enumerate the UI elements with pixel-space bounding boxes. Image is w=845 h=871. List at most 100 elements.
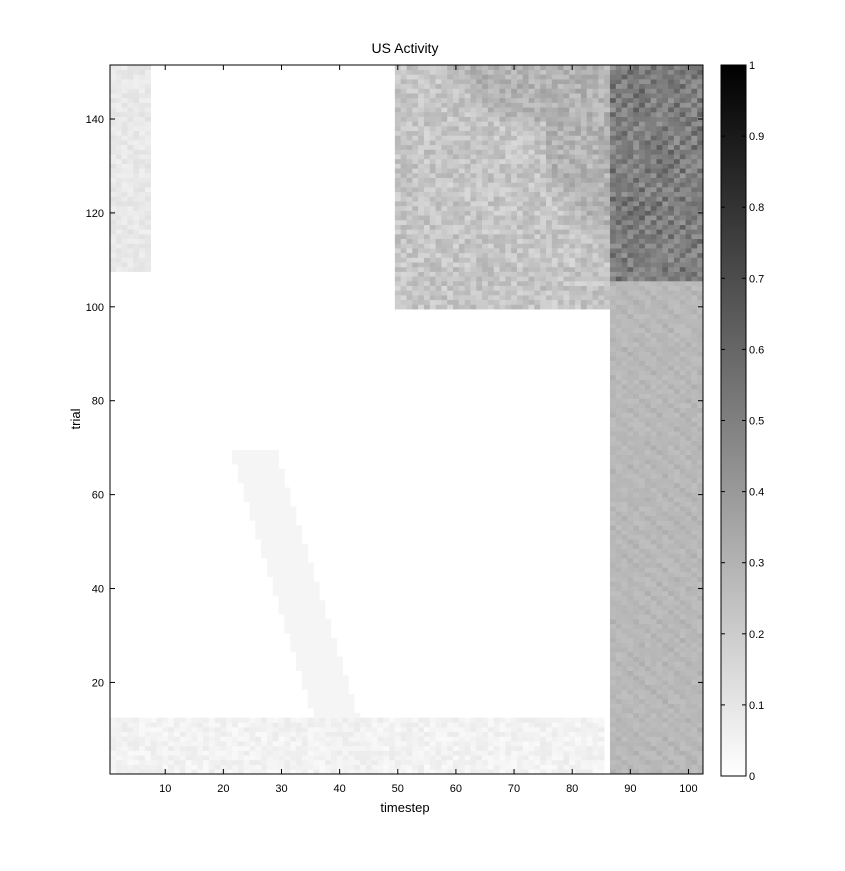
heatmap-cell bbox=[627, 501, 634, 507]
heatmap-cell bbox=[482, 764, 489, 770]
heatmap-cell bbox=[296, 666, 303, 672]
heatmap-cell bbox=[528, 144, 535, 150]
heatmap-cell bbox=[447, 759, 454, 765]
heatmap-cell bbox=[441, 140, 448, 146]
heatmap-cell bbox=[615, 543, 622, 549]
heatmap-cell bbox=[604, 191, 611, 197]
heatmap-cell bbox=[621, 590, 628, 596]
heatmap-cell bbox=[511, 764, 518, 770]
heatmap-cell bbox=[493, 290, 500, 296]
heatmap-cell bbox=[290, 722, 297, 728]
heatmap-cell bbox=[499, 295, 506, 301]
heatmap-cell bbox=[516, 187, 524, 193]
heatmap-cell bbox=[650, 459, 657, 465]
heatmap-cell bbox=[179, 727, 186, 733]
heatmap-cell bbox=[557, 140, 564, 146]
heatmap-cell bbox=[144, 201, 151, 207]
heatmap-cell bbox=[609, 727, 617, 733]
heatmap-cell bbox=[400, 210, 407, 216]
heatmap-cell bbox=[609, 651, 617, 657]
heatmap-cell bbox=[586, 243, 593, 249]
heatmap-cell bbox=[580, 191, 588, 197]
heatmap-cell bbox=[516, 201, 524, 207]
heatmap-cell bbox=[127, 163, 134, 169]
heatmap-cell bbox=[243, 750, 250, 756]
heatmap-cell bbox=[435, 299, 442, 305]
heatmap-cell bbox=[406, 285, 413, 291]
heatmap-cell bbox=[261, 482, 268, 488]
heatmap-cell bbox=[191, 764, 198, 770]
heatmap-cell bbox=[272, 750, 279, 756]
heatmap-cell bbox=[319, 614, 326, 620]
heatmap-cell bbox=[621, 111, 628, 117]
heatmap-cell bbox=[226, 722, 233, 728]
heatmap-cell bbox=[115, 224, 122, 230]
heatmap-cell bbox=[609, 262, 617, 268]
heatmap-cell bbox=[639, 656, 646, 662]
heatmap-cell bbox=[534, 177, 541, 183]
heatmap-cell bbox=[609, 595, 617, 601]
heatmap-cell bbox=[319, 604, 326, 610]
heatmap-cell bbox=[453, 182, 460, 188]
heatmap-cell bbox=[656, 403, 663, 409]
heatmap-cell bbox=[476, 135, 483, 141]
heatmap-cell bbox=[598, 191, 605, 197]
heatmap-cell bbox=[639, 703, 646, 709]
heatmap-cell bbox=[516, 205, 524, 211]
heatmap-cell bbox=[551, 107, 558, 113]
heatmap-cell bbox=[272, 590, 279, 596]
heatmap-cell bbox=[621, 647, 628, 653]
heatmap-cell bbox=[592, 172, 599, 178]
heatmap-cell bbox=[644, 562, 651, 568]
heatmap-cell bbox=[627, 196, 634, 202]
heatmap-cell bbox=[330, 755, 338, 761]
heatmap-cell bbox=[650, 426, 657, 432]
heatmap-cell bbox=[493, 191, 500, 197]
heatmap-cell bbox=[493, 158, 500, 164]
heatmap-cell bbox=[133, 149, 140, 155]
heatmap-cell bbox=[441, 736, 448, 742]
heatmap-cell bbox=[522, 154, 529, 160]
heatmap-cell bbox=[237, 450, 245, 456]
heatmap-cell bbox=[272, 755, 279, 761]
heatmap-cell bbox=[615, 93, 622, 99]
heatmap-cell bbox=[639, 107, 646, 113]
heatmap-cell bbox=[127, 140, 134, 146]
heatmap-cell bbox=[458, 158, 465, 164]
heatmap-cell bbox=[528, 224, 535, 230]
heatmap-cell bbox=[505, 234, 512, 240]
heatmap-cell bbox=[609, 187, 617, 193]
heatmap-cell bbox=[144, 187, 151, 193]
heatmap-cell bbox=[412, 154, 419, 160]
heatmap-cell bbox=[615, 703, 622, 709]
heatmap-cell bbox=[644, 219, 651, 225]
heatmap-cell bbox=[272, 736, 279, 742]
heatmap-cell bbox=[476, 196, 483, 202]
heatmap-cell bbox=[418, 727, 425, 733]
heatmap-cell bbox=[412, 219, 419, 225]
heatmap-cell bbox=[429, 741, 436, 747]
heatmap-cell bbox=[464, 83, 471, 89]
heatmap-cell bbox=[499, 144, 506, 150]
heatmap-cell bbox=[615, 435, 622, 441]
heatmap-cell bbox=[354, 750, 361, 756]
heatmap-cell bbox=[429, 88, 436, 94]
heatmap-cell bbox=[633, 684, 640, 690]
heatmap-cell bbox=[557, 741, 564, 747]
heatmap-cell bbox=[644, 201, 651, 207]
heatmap-cell bbox=[627, 262, 634, 268]
heatmap-cell bbox=[644, 149, 651, 155]
heatmap-cell bbox=[546, 79, 553, 85]
heatmap-cell bbox=[447, 116, 454, 122]
heatmap-cell bbox=[592, 187, 599, 193]
heatmap-cell bbox=[319, 675, 326, 681]
heatmap-cell bbox=[278, 539, 285, 545]
heatmap-cell bbox=[511, 158, 518, 164]
heatmap-cell bbox=[121, 262, 128, 268]
heatmap-cell bbox=[639, 548, 646, 554]
heatmap-cell bbox=[476, 126, 483, 132]
heatmap-cell bbox=[592, 736, 599, 742]
heatmap-cell bbox=[144, 248, 151, 254]
heatmap-cell bbox=[604, 163, 611, 169]
heatmap-cell bbox=[540, 262, 547, 268]
